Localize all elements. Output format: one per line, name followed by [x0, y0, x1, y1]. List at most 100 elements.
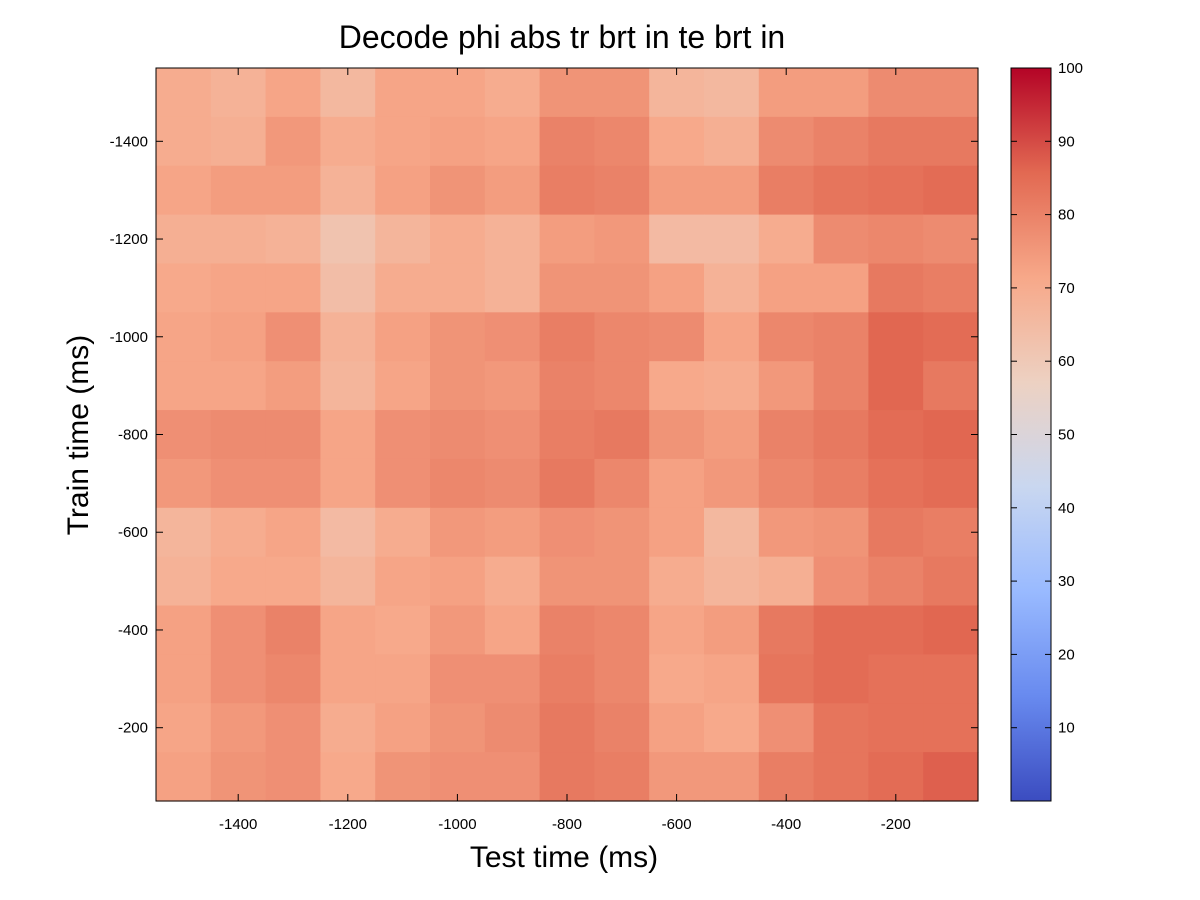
heatmap-cell: [210, 752, 267, 802]
heatmap-cell: [375, 605, 431, 655]
heatmap-cell: [265, 703, 321, 753]
heatmap-cell: [539, 165, 595, 216]
heatmap-cell: [649, 165, 705, 216]
colorbar-tick-label: 60: [1058, 353, 1075, 370]
heatmap-cell: [484, 312, 541, 362]
heatmap-cell: [923, 116, 979, 167]
heatmap-cell: [320, 312, 376, 362]
heatmap-cell: [210, 410, 267, 460]
x-axis-label: Test time (ms): [470, 841, 658, 874]
heatmap-cell: [923, 654, 979, 704]
y-tick-label: -200: [118, 720, 148, 737]
heatmap-cell: [320, 410, 376, 460]
x-tick-label: -800: [552, 816, 582, 833]
heatmap-cell: [594, 507, 650, 558]
heatmap-cell: [375, 556, 431, 607]
heatmap-cell: [484, 165, 541, 216]
heatmap-cell: [210, 458, 267, 509]
heatmap-cell: [210, 507, 267, 558]
heatmap-cell: [704, 165, 760, 216]
heatmap-cell: [484, 458, 541, 509]
heatmap-cell: [813, 605, 869, 655]
heatmap-cell: [484, 68, 541, 118]
heatmap-cell: [539, 556, 595, 607]
heatmap-cell: [265, 116, 321, 167]
heatmap-cell: [758, 752, 815, 802]
heatmap-cell: [430, 507, 486, 558]
heatmap-cell: [594, 214, 650, 265]
heatmap-cell: [813, 654, 869, 704]
heatmap-cell: [758, 263, 815, 313]
heatmap-cell: [649, 214, 705, 265]
heatmap-cell: [758, 361, 815, 411]
heatmap-cell: [704, 703, 760, 753]
heatmap-cell: [923, 703, 979, 753]
heatmap-cell: [265, 214, 321, 265]
heatmap-cell: [704, 556, 760, 607]
heatmap-cell: [320, 703, 376, 753]
heatmap-cell: [868, 654, 924, 704]
heatmap-cell: [375, 410, 431, 460]
heatmap-cell: [868, 68, 924, 118]
x-axis-ticks: -1400 -1200 -1000 -800 -600 -400 -200: [219, 68, 911, 833]
colorbar-tick-label: 100: [1058, 60, 1083, 77]
heatmap-cell: [868, 605, 924, 655]
heatmap-cell: [210, 214, 267, 265]
heatmap-cell: [320, 165, 376, 216]
heatmap-cell: [265, 410, 321, 460]
x-tick-label: -1200: [329, 816, 367, 833]
heatmap-cell: [868, 116, 924, 167]
heatmap-cell: [649, 361, 705, 411]
colorbar-tick-label: 30: [1058, 573, 1075, 590]
heatmap-cell: [484, 263, 541, 313]
heatmap-cell: [156, 458, 212, 509]
heatmap-cell: [649, 263, 705, 313]
heatmap-cell: [649, 458, 705, 509]
heatmap-cell: [156, 507, 212, 558]
heatmap-cell: [594, 556, 650, 607]
heatmap-cell: [704, 752, 760, 802]
heatmap-cell: [430, 263, 486, 313]
heatmap-cell: [265, 752, 321, 802]
heatmap-cell: [484, 214, 541, 265]
heatmap-cell: [375, 312, 431, 362]
heatmap-cell: [484, 752, 541, 802]
heatmap-cell: [484, 605, 541, 655]
y-tick-label: -1400: [110, 133, 148, 150]
heatmap-cell: [430, 556, 486, 607]
colorbar-tick-label: 90: [1058, 133, 1075, 150]
heatmap-cell: [265, 654, 321, 704]
colorbar-ticks: 10 20 30 40 50 60 70 80 90 100: [1011, 60, 1083, 737]
heatmap-cell: [923, 361, 979, 411]
heatmap-cell: [923, 165, 979, 216]
heatmap-cell: [320, 214, 376, 265]
heatmap-cell: [923, 458, 979, 509]
heatmap-cell: [375, 654, 431, 704]
heatmap-cell: [923, 312, 979, 362]
heatmap-cell: [375, 703, 431, 753]
heatmap-cell: [320, 68, 376, 118]
heatmap-cell: [923, 556, 979, 607]
heatmap-cell: [868, 165, 924, 216]
heatmap-cell: [704, 507, 760, 558]
heatmap-cell: [758, 312, 815, 362]
heatmap-cell: [320, 116, 376, 167]
heatmap-cell: [649, 507, 705, 558]
heatmap-cell: [813, 361, 869, 411]
heatmap-cell: [594, 165, 650, 216]
heatmap-cell: [704, 312, 760, 362]
heatmap-cell: [484, 361, 541, 411]
heatmap-cell: [430, 703, 486, 753]
heatmap-cell: [430, 214, 486, 265]
heatmap-cell: [375, 361, 431, 411]
heatmap-cell: [868, 361, 924, 411]
heatmap-cell: [594, 458, 650, 509]
heatmap-cell: [923, 605, 979, 655]
heatmap-cell: [265, 312, 321, 362]
heatmap-cell: [649, 312, 705, 362]
heatmap-cell: [868, 703, 924, 753]
heatmap-cell: [484, 556, 541, 607]
x-tick-label: -1400: [219, 816, 257, 833]
heatmap-cell: [430, 410, 486, 460]
heatmap-cell: [868, 312, 924, 362]
